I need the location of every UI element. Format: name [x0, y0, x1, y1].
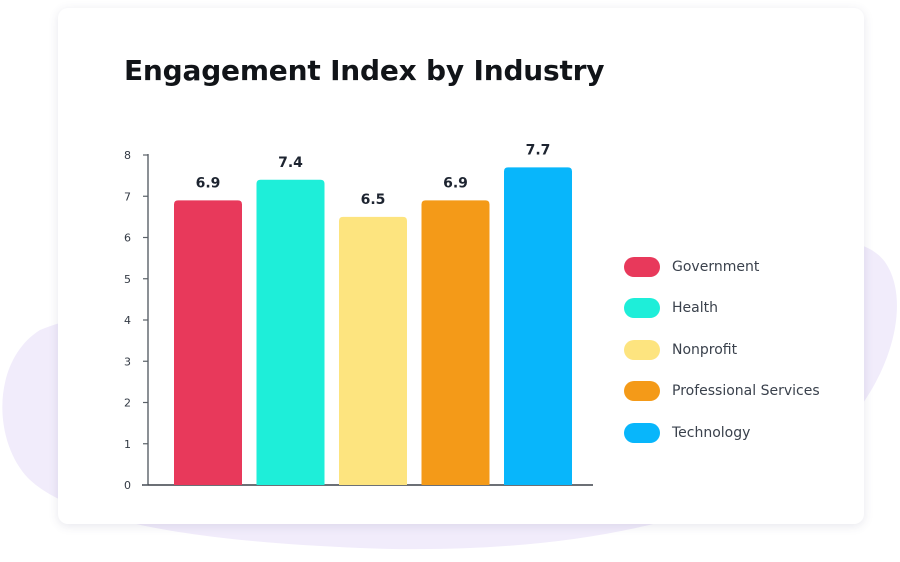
chart-legend: Government Health Nonprofit Professional Se…: [624, 246, 820, 454]
y-tick-label: 7: [124, 190, 131, 203]
legend-label-government: Government: [672, 258, 760, 275]
y-tick-label: 4: [124, 314, 131, 327]
legend-item-nonprofit: Nonprofit: [624, 329, 820, 371]
value-label-technology: 7.7: [526, 142, 551, 158]
legend-label-professional-services: Professional Services: [672, 383, 820, 400]
legend-item-technology: Technology: [624, 412, 820, 454]
bars: [174, 167, 572, 485]
chart-title: Engagement Index by Industry: [124, 54, 605, 87]
value-label-nonprofit: 6.5: [361, 192, 386, 208]
legend-swatch-technology: [624, 422, 660, 443]
bar-health: [256, 179, 325, 485]
bar-technology: [504, 167, 572, 485]
value-label-government: 6.9: [196, 175, 221, 191]
legend-item-health: Health: [624, 288, 820, 330]
value-label-professional-services: 6.9: [443, 175, 468, 191]
legend-item-government: Government: [624, 246, 820, 288]
legend-label-nonprofit: Nonprofit: [672, 341, 738, 358]
legend-swatch-health: [624, 298, 660, 319]
bar-chart: 0 1 2 3 4 5 6 7 8 6.9 7.4 6.5 6.9 7.7: [124, 142, 593, 492]
y-tick-label: 3: [124, 355, 131, 368]
chart-card: Engagement Index by Industry 0 1 2 3 4 5 6 7 8 6…: [58, 8, 864, 524]
y-tick-label: 8: [124, 149, 131, 162]
legend-label-health: Health: [672, 300, 718, 317]
y-tick-label: 2: [124, 397, 131, 410]
value-label-health: 7.4: [278, 155, 303, 171]
y-tick-label: 5: [124, 273, 131, 286]
legend-swatch-nonprofit: [624, 339, 660, 360]
bar-professional-services: [421, 200, 490, 485]
legend-swatch-government: [624, 256, 660, 277]
legend-label-technology: Technology: [672, 424, 751, 441]
value-labels: 6.9 7.4 6.5 6.9 7.7: [196, 142, 551, 208]
bar-government: [174, 200, 242, 485]
y-tick-label: 0: [124, 479, 131, 492]
legend-item-professional-services: Professional Services: [624, 371, 820, 413]
bar-nonprofit: [339, 216, 407, 485]
y-tick-label: 6: [124, 232, 131, 245]
legend-swatch-professional-services: [624, 381, 660, 402]
y-tick-label: 1: [124, 438, 131, 451]
